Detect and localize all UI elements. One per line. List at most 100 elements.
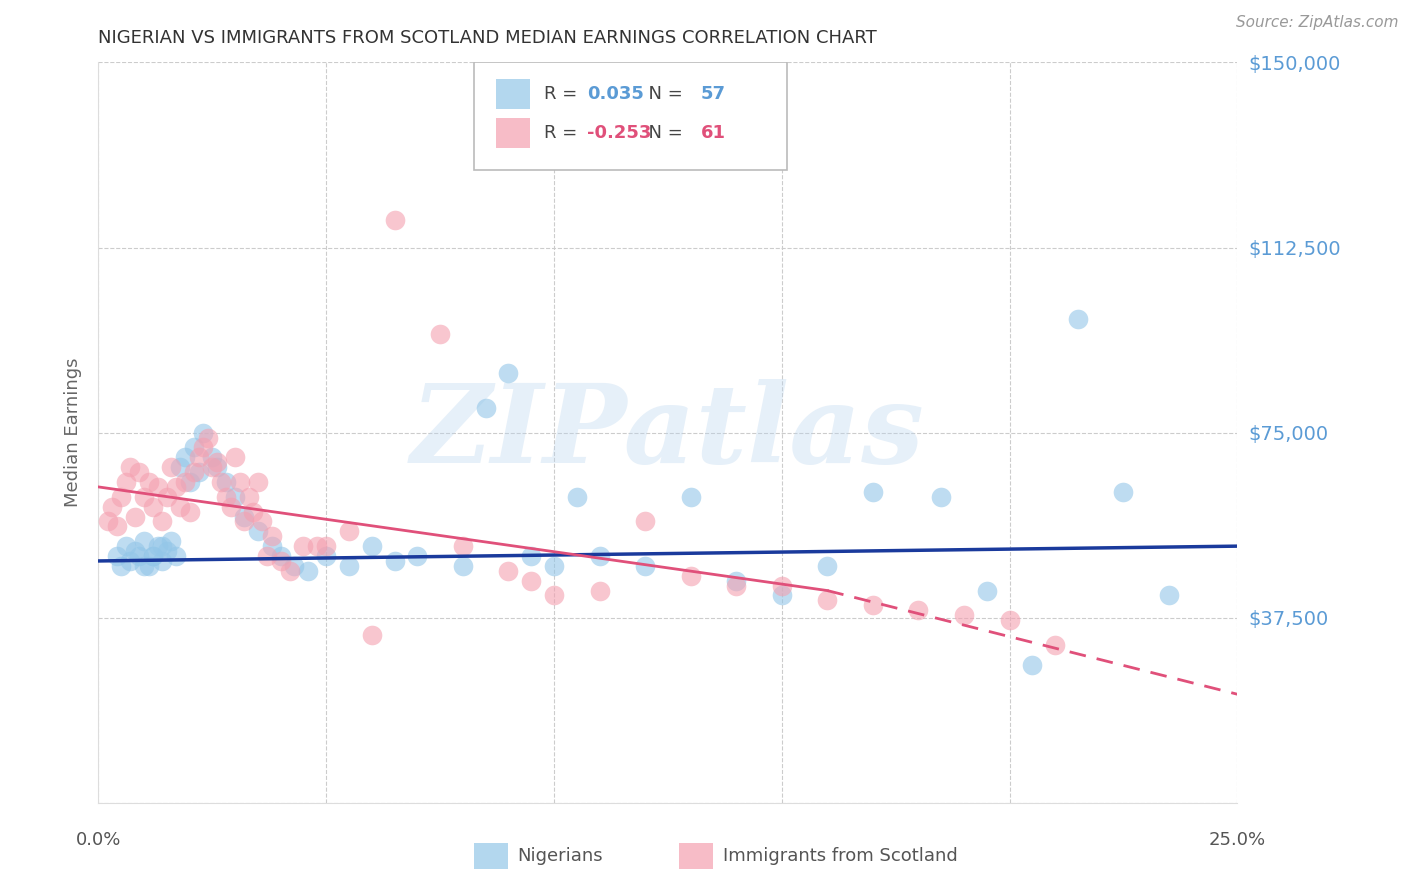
Text: -0.253: -0.253 <box>586 124 651 142</box>
Point <box>209 475 232 489</box>
Point <box>770 579 793 593</box>
Point <box>128 465 150 479</box>
FancyBboxPatch shape <box>474 62 787 169</box>
Point <box>205 455 228 469</box>
Point <box>520 549 543 563</box>
Point <box>1021 657 1043 672</box>
Point <box>101 500 124 514</box>
Point <box>498 367 520 381</box>
Text: R =: R = <box>544 86 582 103</box>
Point <box>384 554 406 568</box>
Point <box>998 613 1021 627</box>
Point <box>138 475 160 489</box>
Point <box>451 558 474 573</box>
Point <box>124 544 146 558</box>
Point <box>360 539 382 553</box>
Point <box>270 554 292 568</box>
Text: N =: N = <box>637 86 689 103</box>
Point <box>384 213 406 227</box>
Point <box>588 549 610 563</box>
Point <box>138 558 160 573</box>
Point <box>256 549 278 563</box>
Point <box>976 583 998 598</box>
Point <box>160 460 183 475</box>
Point <box>105 549 128 563</box>
Point <box>224 490 246 504</box>
Point <box>292 539 315 553</box>
Point <box>543 589 565 603</box>
Point <box>110 558 132 573</box>
Point <box>132 534 155 549</box>
Point <box>215 490 238 504</box>
Point <box>307 539 329 553</box>
Point <box>224 450 246 465</box>
Point <box>233 509 256 524</box>
Point <box>315 539 337 553</box>
Text: Nigerians: Nigerians <box>517 847 603 865</box>
Point <box>679 568 702 582</box>
Point <box>634 558 657 573</box>
Point <box>228 475 250 489</box>
Point <box>187 465 209 479</box>
Point <box>120 554 142 568</box>
Point <box>297 564 319 578</box>
Point <box>150 515 173 529</box>
Text: R =: R = <box>544 124 582 142</box>
Point <box>270 549 292 563</box>
Point <box>520 574 543 588</box>
Point <box>406 549 429 563</box>
Point <box>124 509 146 524</box>
Point <box>201 460 224 475</box>
Point <box>120 460 142 475</box>
Point <box>1043 638 1066 652</box>
Point <box>114 539 136 553</box>
Text: Immigrants from Scotland: Immigrants from Scotland <box>723 847 957 865</box>
Point <box>169 460 191 475</box>
Point <box>337 558 360 573</box>
Point <box>242 505 264 519</box>
Point <box>132 490 155 504</box>
Point <box>278 564 301 578</box>
Point <box>169 500 191 514</box>
Point <box>725 579 748 593</box>
Point <box>815 558 838 573</box>
Point <box>156 490 179 504</box>
Point <box>201 450 224 465</box>
Point <box>498 564 520 578</box>
Point <box>183 465 205 479</box>
Point <box>187 450 209 465</box>
Point <box>543 558 565 573</box>
Point <box>1157 589 1180 603</box>
Point <box>862 599 884 613</box>
Point <box>907 603 929 617</box>
Point <box>360 628 382 642</box>
Point <box>246 524 269 539</box>
Point <box>862 484 884 499</box>
Point <box>315 549 337 563</box>
Point <box>197 431 219 445</box>
Point <box>160 534 183 549</box>
Point <box>179 475 201 489</box>
Point <box>142 549 165 563</box>
Point <box>238 490 260 504</box>
Point <box>132 558 155 573</box>
Text: Source: ZipAtlas.com: Source: ZipAtlas.com <box>1236 15 1399 30</box>
Point <box>246 475 269 489</box>
Point <box>110 490 132 504</box>
Point <box>634 515 657 529</box>
Point <box>150 554 173 568</box>
Point <box>815 593 838 607</box>
Point <box>233 515 256 529</box>
Point <box>252 515 274 529</box>
Point <box>183 441 205 455</box>
Point <box>174 450 197 465</box>
Text: N =: N = <box>637 124 689 142</box>
Text: 0.035: 0.035 <box>586 86 644 103</box>
Point <box>128 549 150 563</box>
Point <box>260 529 283 543</box>
Point <box>260 539 283 553</box>
Point <box>679 490 702 504</box>
Point <box>105 519 128 533</box>
FancyBboxPatch shape <box>496 118 530 147</box>
Point <box>429 326 451 341</box>
